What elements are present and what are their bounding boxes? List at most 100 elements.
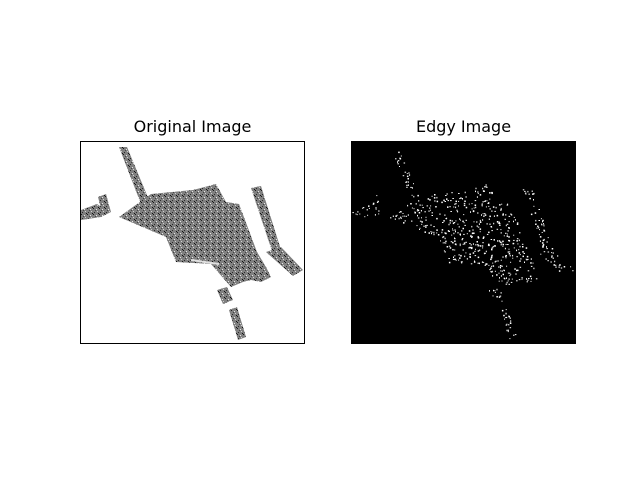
edge-pixel bbox=[499, 265, 502, 267]
edge-pixel bbox=[437, 234, 440, 236]
edge-pixel bbox=[472, 229, 474, 231]
edge-pixel bbox=[471, 236, 473, 238]
edge-pixel bbox=[461, 238, 464, 240]
edge-pixel bbox=[449, 247, 452, 249]
edge-pixel bbox=[501, 203, 503, 205]
edge-pixel bbox=[486, 186, 488, 188]
edge-pixel bbox=[484, 213, 486, 215]
edge-pixel bbox=[516, 222, 519, 224]
edge-pixel bbox=[499, 224, 501, 226]
edge-pixel bbox=[465, 219, 467, 221]
edge-pixel bbox=[395, 215, 397, 217]
edge-pixel bbox=[514, 219, 516, 221]
edge-pixel bbox=[551, 256, 553, 258]
edge-pixel bbox=[527, 258, 529, 260]
edge-pixel bbox=[497, 240, 499, 242]
edge-pixel bbox=[503, 277, 506, 279]
edge-pixel bbox=[518, 252, 521, 254]
edge-pixel bbox=[477, 256, 480, 259]
edge-pixel bbox=[413, 183, 414, 185]
edge-pixel bbox=[474, 250, 476, 252]
edge-pixel bbox=[470, 263, 473, 265]
edge-pixel bbox=[507, 272, 509, 274]
edge-pixel bbox=[415, 203, 417, 205]
edge-pixel bbox=[530, 258, 532, 260]
edge-pixel bbox=[499, 277, 500, 279]
edge-pixel bbox=[505, 214, 507, 216]
edge-pixel bbox=[522, 189, 525, 191]
edge-pixel bbox=[485, 263, 487, 265]
edge-pixel bbox=[536, 227, 538, 229]
edge-pixel bbox=[477, 236, 479, 238]
edge-pixel bbox=[411, 207, 413, 209]
edge-pixel bbox=[505, 257, 507, 259]
edge-pixel bbox=[459, 218, 461, 220]
edge-pixel bbox=[537, 225, 539, 228]
edge-pixel bbox=[398, 151, 400, 154]
edge-pixel bbox=[551, 252, 553, 254]
edge-pixel bbox=[450, 200, 452, 202]
edge-pixel bbox=[459, 198, 461, 200]
edge-pixel bbox=[436, 229, 438, 231]
edge-pixel bbox=[417, 214, 418, 217]
edge-pixel bbox=[509, 322, 512, 324]
edge-pixel bbox=[485, 200, 486, 202]
edge-pixel bbox=[543, 238, 545, 241]
edge-pixel bbox=[477, 226, 480, 228]
edge-pixel bbox=[445, 232, 447, 235]
edge-pixel bbox=[452, 228, 453, 230]
edge-pixel bbox=[422, 207, 424, 209]
edge-pixel bbox=[372, 203, 375, 205]
edge-pixel bbox=[534, 212, 537, 214]
edge-pixel bbox=[503, 269, 505, 271]
edge-pixel bbox=[436, 232, 438, 234]
edge-pixel bbox=[542, 239, 545, 242]
edge-pixel bbox=[485, 250, 487, 253]
edge-pixel bbox=[455, 230, 456, 233]
edge-pixel bbox=[475, 187, 477, 190]
edge-pixel bbox=[501, 309, 504, 312]
edge-pixel bbox=[457, 232, 459, 234]
edge-pixel bbox=[490, 226, 492, 227]
edge-pixel bbox=[431, 195, 433, 197]
edge-pixel bbox=[496, 274, 498, 276]
edge-pixel bbox=[572, 270, 574, 272]
edge-pixel bbox=[525, 258, 527, 260]
edge-pixel bbox=[524, 192, 527, 194]
edge-pixel bbox=[445, 240, 447, 242]
edge-pixel bbox=[416, 210, 419, 212]
edge-pixel bbox=[542, 242, 544, 244]
edge-pixel bbox=[419, 227, 421, 229]
edge-pixel bbox=[471, 247, 473, 250]
edge-pixel bbox=[476, 221, 478, 223]
edge-pixel bbox=[461, 230, 463, 232]
edge-pixel bbox=[533, 199, 534, 201]
edge-pixel bbox=[552, 257, 554, 259]
edge-pixel bbox=[502, 256, 504, 258]
edge-pixel bbox=[458, 259, 460, 261]
edge-pixel bbox=[439, 213, 441, 215]
edge-pixel bbox=[535, 278, 538, 280]
edge-pixel bbox=[528, 278, 530, 279]
edge-pixel bbox=[526, 255, 529, 258]
edge-pixel bbox=[507, 329, 509, 332]
edge-pixel bbox=[407, 204, 409, 207]
edge-pixel bbox=[500, 207, 502, 209]
edge-pixel bbox=[425, 219, 427, 221]
edge-pixel bbox=[508, 272, 511, 274]
edge-pixel bbox=[483, 252, 485, 255]
edge-pixel bbox=[454, 255, 456, 257]
edge-pixel bbox=[477, 262, 479, 264]
edge-pixel bbox=[502, 240, 504, 243]
lower-segment-1 bbox=[217, 287, 233, 304]
edge-pixel bbox=[460, 255, 462, 257]
edge-pixel bbox=[518, 279, 521, 281]
original-image bbox=[81, 142, 304, 343]
edge-pixel bbox=[543, 223, 544, 225]
edge-pixel bbox=[501, 300, 503, 302]
edge-pixel bbox=[461, 261, 463, 263]
edge-pixel bbox=[441, 231, 443, 234]
edge-pixel bbox=[513, 239, 515, 241]
edge-pixel bbox=[499, 241, 502, 243]
edge-pixel bbox=[491, 230, 493, 232]
